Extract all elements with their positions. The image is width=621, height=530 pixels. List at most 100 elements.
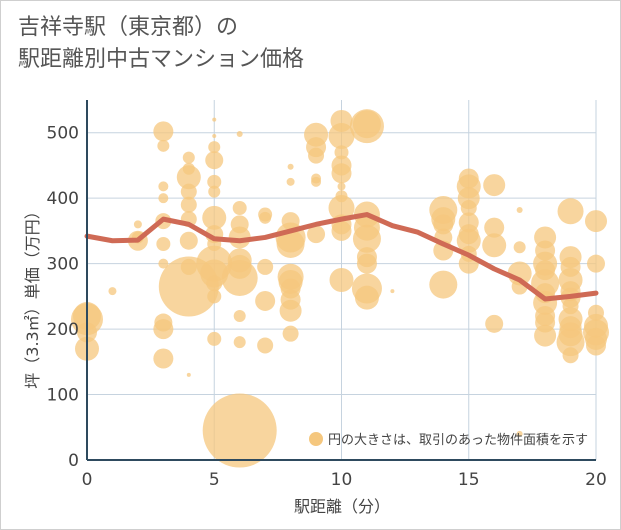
data-bubble [307, 225, 326, 244]
data-bubble [356, 253, 377, 274]
legend: 円の大きさは、取引のあった物件面積を示す [309, 432, 588, 448]
y-tick-label: 100 [47, 386, 79, 406]
data-bubble [259, 211, 272, 224]
data-bubble [255, 290, 276, 311]
data-bubble [311, 176, 322, 187]
data-bubble [108, 287, 117, 296]
data-bubble [516, 430, 523, 437]
data-bubble [485, 314, 504, 333]
data-bubble [182, 151, 195, 164]
data-bubble [484, 217, 505, 238]
data-bubble [236, 131, 243, 138]
data-bubble [353, 214, 380, 241]
data-bubble [208, 141, 221, 154]
data-bubble [133, 220, 142, 229]
data-bubble [282, 325, 299, 342]
axes-layer [86, 100, 596, 461]
data-bubble [513, 241, 526, 254]
data-bubble [390, 289, 395, 294]
data-bubble [460, 200, 477, 216]
data-bubble [233, 336, 246, 349]
data-bubble [154, 313, 173, 332]
data-bubble [281, 212, 300, 231]
data-bubble [280, 289, 301, 310]
data-bubble [354, 285, 379, 310]
data-bubble [535, 312, 556, 333]
data-bubble [232, 201, 247, 215]
data-bubble [286, 177, 295, 186]
data-bubble [180, 258, 197, 275]
data-bubble [156, 237, 171, 251]
x-axis-label: 駅距離（分） [294, 497, 390, 516]
data-bubble [329, 268, 354, 292]
data-bubble [335, 190, 348, 203]
data-bubble [186, 372, 191, 377]
data-bubble [287, 163, 294, 170]
data-bubble [331, 163, 352, 184]
data-bubble [559, 316, 582, 339]
data-bubble [588, 304, 604, 321]
data-bubble [212, 117, 217, 122]
data-bubble [458, 168, 479, 189]
y-tick-label: 0 [68, 451, 79, 471]
data-bubble [585, 210, 607, 233]
data-bubble [227, 254, 252, 279]
x-tick-label: 20 [585, 470, 607, 490]
data-bubble [458, 224, 479, 245]
trend-line [84, 212, 599, 302]
data-bubble [535, 260, 556, 281]
data-bubble [158, 181, 169, 192]
data-bubble [180, 196, 197, 213]
data-bubble [562, 347, 579, 364]
data-bubble [535, 240, 556, 261]
data-bubble [207, 331, 222, 346]
data-bubble [587, 254, 605, 273]
data-bubble [560, 256, 581, 277]
title-line-1: 吉祥寺駅（東京都）の [18, 15, 239, 40]
data-bubble [328, 195, 355, 221]
legend-bubble-icon [309, 432, 323, 446]
data-bubble [233, 310, 246, 322]
data-bubble [337, 182, 346, 191]
data-bubble [176, 165, 201, 190]
data-bubble [516, 206, 523, 213]
data-bubble [562, 298, 579, 315]
data-bubble [483, 174, 506, 197]
y-tick-label: 300 [47, 255, 79, 275]
data-bubble [334, 145, 349, 160]
chart-title: 吉祥寺駅（東京都）の 駅距離別中古マンション価格 [18, 12, 304, 76]
data-bubble [331, 220, 352, 241]
data-bubble [212, 134, 217, 138]
data-bubble [205, 151, 224, 170]
data-bubble [228, 226, 251, 249]
x-tick-label: 5 [209, 470, 220, 490]
data-bubble [182, 162, 195, 175]
data-bubble [179, 231, 198, 250]
y-tick-label: 500 [47, 124, 79, 144]
data-bubble [180, 183, 197, 200]
data-bubble [158, 258, 169, 269]
data-bubble [429, 270, 458, 299]
data-bubble [257, 337, 274, 354]
y-tick-label: 200 [47, 320, 79, 340]
data-bubble [230, 215, 249, 234]
x-tick-label: 15 [458, 470, 480, 490]
data-bubble [276, 230, 305, 258]
data-bubble [482, 233, 507, 258]
data-bubble [557, 198, 584, 225]
legend-text: 円の大きさは、取引のあった物件面積を示す [328, 433, 588, 448]
data-bubble [207, 174, 222, 189]
data-bubble [330, 109, 353, 132]
data-bubble [202, 205, 227, 230]
data-bubble [208, 185, 221, 198]
x-tick-label: 0 [82, 470, 93, 490]
data-bubble [207, 289, 222, 304]
data-bubble [157, 139, 170, 152]
y-axis-label: 坪（3.3㎡）単価（万円） [23, 203, 42, 388]
data-bubble [352, 110, 381, 139]
data-bubble [308, 147, 325, 164]
data-bubble [586, 335, 606, 356]
data-bubble [153, 348, 174, 369]
